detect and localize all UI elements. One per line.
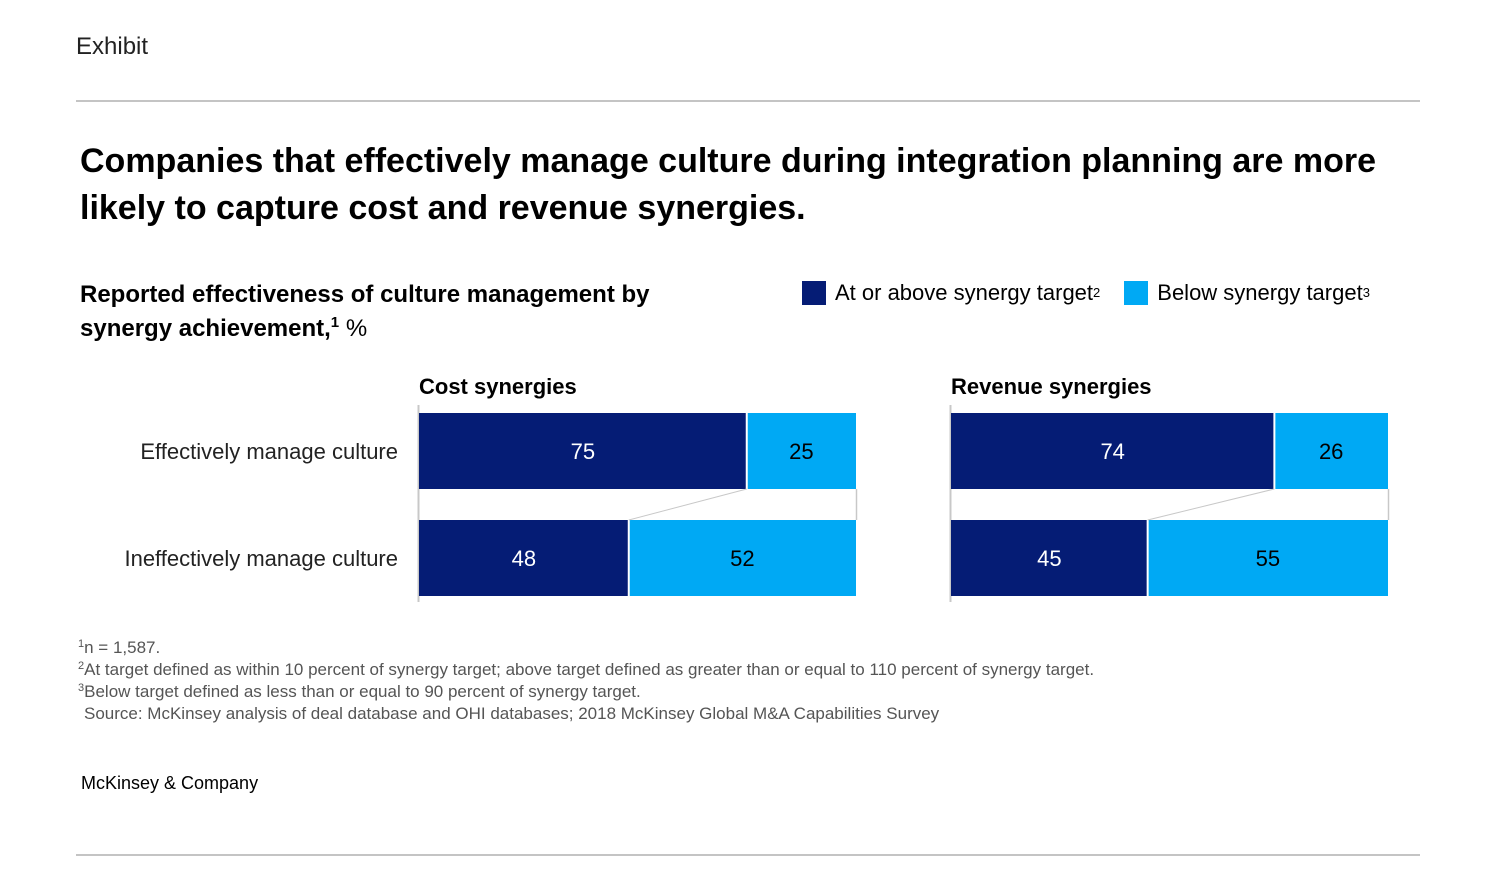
cost-synergies-value-label-effectively-manage-culture-below-synergy-target: 25 [789, 439, 813, 464]
footnote-1-ref: 1 [78, 638, 85, 650]
legend-item-below-target: Below synergy target 3 [1124, 280, 1370, 306]
revenue-synergies-value-label-effectively-manage-culture-at-or-above-synergy-target: 74 [1100, 439, 1124, 464]
cost-synergies-connector-line [628, 488, 747, 521]
cost-synergies-bar-effectively-manage-culture-at-or-above-synergy-target [419, 413, 747, 489]
footnote-1: 1n = 1,587. [78, 637, 1094, 659]
footnotes: 1n = 1,587. 2At target defined as within… [78, 637, 1094, 725]
cost-synergies-value-label-ineffectively-manage-culture-below-synergy-target: 52 [730, 546, 754, 571]
revenue-synergies-bar-effectively-manage-culture-at-or-above-synergy-target [951, 413, 1275, 489]
legend-item-above-target: At or above synergy target 2 [802, 280, 1100, 306]
panel-title-cost-synergies: Cost synergies [419, 374, 577, 399]
category-label-effectively-manage-culture: Effectively manage culture [140, 439, 398, 464]
category-label-ineffectively-manage-culture: Ineffectively manage culture [124, 546, 398, 571]
legend: At or above synergy target 2 Below synerg… [802, 280, 1394, 306]
cost-synergies-value-label-ineffectively-manage-culture-at-or-above-synergy-target: 48 [512, 546, 536, 571]
stacked-bar-chart: Effectively manage culture Ineffectively … [124, 374, 1390, 602]
source-note: Source: McKinsey analysis of deal databa… [84, 704, 940, 723]
cost-synergies-value-label-effectively-manage-culture-at-or-above-synergy-target: 75 [571, 439, 595, 464]
legend-label-above-target: At or above synergy target [835, 280, 1094, 305]
revenue-synergies-value-label-ineffectively-manage-culture-below-synergy-target: 55 [1256, 546, 1280, 571]
footnote-2-ref: 2 [78, 660, 85, 672]
revenue-synergies-bar-ineffectively-manage-culture-at-or-above-synergy-target [951, 520, 1148, 596]
subtitle-unit: % [345, 315, 368, 342]
legend-swatch-below-target [1124, 281, 1149, 305]
footnote-3-text: Below target defined as less than or equ… [84, 682, 641, 701]
cost-synergies-bar-ineffectively-manage-culture-at-or-above-synergy-target [419, 520, 629, 596]
footnote-3: 3Below target defined as less than or eq… [78, 681, 1094, 703]
subtitle-footnote-ref: 1 [330, 314, 340, 331]
bottom-divider [76, 854, 1420, 856]
footnote-2-text: At target defined as within 10 percent o… [84, 660, 1095, 679]
revenue-synergies-value-label-effectively-manage-culture-below-synergy-target: 26 [1319, 439, 1343, 464]
revenue-synergies-value-label-ineffectively-manage-culture-at-or-above-synergy-target: 45 [1037, 546, 1061, 571]
subtitle-text: Reported effectiveness of culture manage… [80, 281, 650, 342]
footnote-1-text: n = 1,587. [84, 638, 161, 657]
exhibit-label: Exhibit [76, 33, 149, 60]
chart-subtitle: Reported effectiveness of culture manage… [80, 278, 740, 346]
cost-synergies-bar-ineffectively-manage-culture-below-synergy-target [628, 520, 856, 596]
cost-synergies-bar-effectively-manage-culture-below-synergy-target [746, 413, 856, 489]
footnote-3-ref: 3 [78, 682, 85, 694]
revenue-synergies-connector-line [1147, 488, 1275, 521]
brand-name: McKinsey & Company [81, 773, 259, 793]
legend-label-below-target: Below synergy target [1157, 280, 1363, 305]
headline: Companies that effectively manage cultur… [80, 142, 1377, 227]
footnote-2: 2At target defined as within 10 percent … [78, 659, 1094, 681]
panel-title-revenue-synergies: Revenue synergies [951, 374, 1152, 399]
revenue-synergies-bar-ineffectively-manage-culture-below-synergy-target [1147, 520, 1388, 596]
revenue-synergies-bar-effectively-manage-culture-below-synergy-target [1274, 413, 1388, 489]
top-divider [76, 100, 1420, 102]
legend-swatch-above-target [802, 281, 826, 305]
